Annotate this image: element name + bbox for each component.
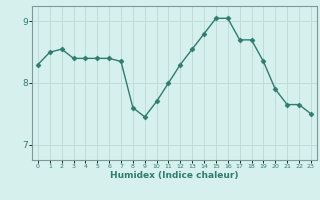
X-axis label: Humidex (Indice chaleur): Humidex (Indice chaleur) <box>110 171 239 180</box>
